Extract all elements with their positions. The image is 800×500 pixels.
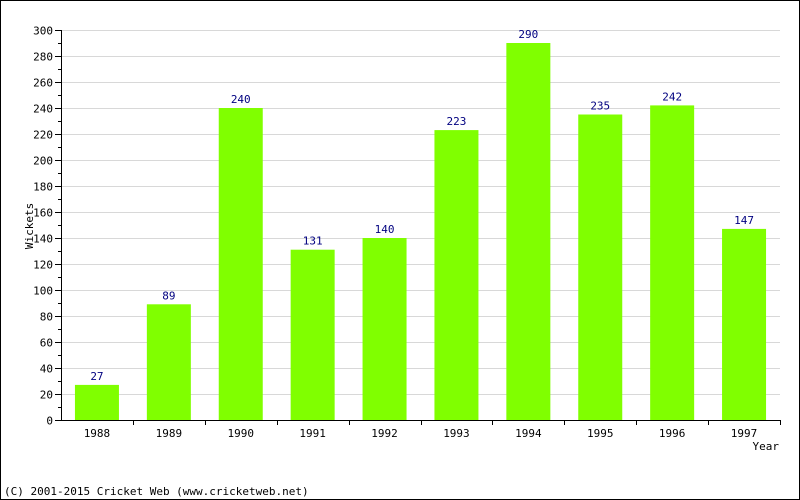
y-tick-label: 300 bbox=[33, 25, 53, 38]
data-label-1992: 140 bbox=[375, 223, 395, 236]
x-tick-label-1993: 1993 bbox=[443, 427, 470, 440]
bar-1992 bbox=[362, 238, 407, 420]
copyright-footer: (C) 2001-2015 Cricket Web (www.cricketwe… bbox=[4, 485, 309, 498]
x-tick-label-1991: 1991 bbox=[299, 427, 326, 440]
x-tick-label-1990: 1990 bbox=[228, 427, 255, 440]
x-tick-label-1995: 1995 bbox=[587, 427, 614, 440]
y-tick-label: 120 bbox=[33, 259, 53, 272]
y-tick-label: 60 bbox=[40, 337, 53, 350]
y-tick-label: 40 bbox=[40, 363, 53, 376]
y-tick-label: 260 bbox=[33, 77, 53, 90]
x-tick-label-1994: 1994 bbox=[515, 427, 542, 440]
data-label-1994: 290 bbox=[518, 28, 538, 41]
y-tick-label: 100 bbox=[33, 285, 53, 298]
y-tick-label: 220 bbox=[33, 129, 53, 142]
data-label-1993: 223 bbox=[447, 115, 467, 128]
bars bbox=[74, 43, 767, 421]
y-tick-label: 20 bbox=[40, 389, 53, 402]
data-label-1988: 27 bbox=[90, 370, 103, 383]
y-tick-label: 80 bbox=[40, 311, 53, 324]
data-label-1989: 89 bbox=[162, 289, 175, 302]
bar-1991 bbox=[290, 249, 335, 420]
y-tick-label: 200 bbox=[33, 155, 53, 168]
y-tick-label: 280 bbox=[33, 51, 53, 64]
bar-1994 bbox=[506, 43, 551, 420]
x-tick-label-1989: 1989 bbox=[156, 427, 183, 440]
x-axis-label: Year bbox=[753, 440, 780, 453]
y-axis-label: Wickets bbox=[23, 203, 36, 249]
x-tick-label-1988: 1988 bbox=[84, 427, 111, 440]
y-axis-ticks: 0 20 40 60 80 100 120 140 160 180 200 220 240 260 280 3… bbox=[33, 25, 61, 428]
y-tick-label: 240 bbox=[33, 103, 53, 116]
bar-1989 bbox=[146, 304, 191, 420]
y-tick-label: 0 bbox=[46, 415, 53, 428]
bar-1993 bbox=[434, 130, 479, 420]
bar-1996 bbox=[650, 105, 695, 421]
x-tick-label-1996: 1996 bbox=[659, 427, 686, 440]
data-label-1997: 147 bbox=[734, 214, 754, 227]
data-labels: 27 89 240 131 140 223 290 235 242 147 bbox=[90, 28, 754, 383]
x-tick-label-1992: 1992 bbox=[371, 427, 398, 440]
y-tick-label: 180 bbox=[33, 181, 53, 194]
bar-1995 bbox=[578, 114, 623, 420]
bar-1990 bbox=[218, 108, 263, 420]
bar-1988 bbox=[74, 384, 119, 420]
y-tick-label: 140 bbox=[33, 233, 53, 246]
bar-1997 bbox=[722, 228, 767, 420]
data-label-1995: 235 bbox=[590, 100, 610, 113]
data-label-1996: 242 bbox=[662, 90, 682, 103]
x-axis-categories: 1988 1989 1990 1991 1992 1993 1994 1995 1996 1997 bbox=[84, 420, 781, 440]
data-label-1991: 131 bbox=[303, 235, 323, 248]
y-tick-label: 160 bbox=[33, 207, 53, 220]
data-label-1990: 240 bbox=[231, 93, 251, 106]
x-tick-label-1997: 1997 bbox=[731, 427, 758, 440]
